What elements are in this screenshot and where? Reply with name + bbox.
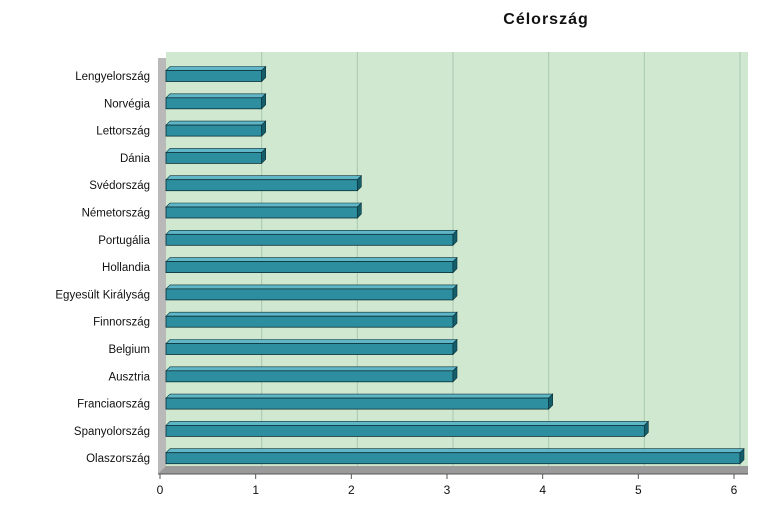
bar-front-face [165,179,358,192]
x-axis-ticks: 0 1 2 3 4 5 6 [157,474,738,497]
category-label: Olaszország [86,453,150,465]
bar-top-face [165,339,458,344]
category-label: Egyesült Királyság [55,289,150,301]
category-label: Dánia [120,153,151,165]
bar-top-face [165,66,267,71]
category-label: Spanyolország [74,426,150,438]
bar-top-face [165,448,745,454]
bar-top-face [165,284,458,290]
bar [165,174,363,192]
x-tick-label: 3 [444,483,451,497]
bar-side-face [261,147,266,165]
bar-front-face [165,206,358,219]
bar [165,447,745,465]
bar-front-face [165,397,550,410]
bar-side-face [452,284,458,301]
bar-top-face [165,257,458,262]
bar-top-face [165,421,650,426]
x-tick-label: 5 [635,483,642,497]
category-label: Portugália [98,235,150,247]
category-label: Hollandia [102,262,151,274]
bar-side-face [452,366,458,383]
bar [165,256,458,274]
x-tick-label: 0 [157,483,164,497]
bar-side-face [261,65,266,83]
bar [165,229,458,247]
bar-front-face [165,370,454,383]
bar [165,311,458,328]
bar [165,366,458,383]
bar-top-face [165,175,363,180]
bar-side-face [452,338,458,356]
bar-side-face [452,229,458,247]
category-label: Svédország [89,180,150,192]
category-label: Ausztria [108,371,150,383]
bar-top-face [165,366,458,372]
bar-top-face [165,93,267,99]
bar [165,93,267,110]
bar-top-face [165,120,267,126]
bar [165,284,458,301]
bar-side-face [357,174,362,192]
bar [165,393,554,410]
bar-front-face [165,151,263,164]
bar-side-face [548,393,553,410]
bars [165,65,745,465]
bar-side-face [739,447,745,465]
bar-front-face [165,124,263,137]
bar-top-face [165,230,458,235]
category-label: Franciaország [77,399,150,411]
bar-front-face [165,343,454,355]
bar-side-face [261,120,266,137]
bar-top-face [165,393,554,399]
x-tick-label: 2 [348,483,355,497]
bar-front-face [165,424,645,437]
bar-front-face [165,315,454,328]
bar-side-face [644,420,649,438]
category-label: Norvégia [104,98,151,110]
x-tick-label: 6 [731,483,738,497]
bar-front-face [165,261,454,274]
bar-front-face [165,70,263,82]
bar-side-face [357,202,362,219]
bar [165,420,650,438]
category-label: Finnország [93,317,150,329]
bar-top-face [165,311,458,317]
bar-front-face [165,288,454,301]
bar [165,338,458,356]
bar [165,202,363,219]
x-tick-label: 1 [252,483,259,497]
bar-front-face [165,233,454,246]
x-tick-label: 4 [539,483,546,497]
chart-title: Célország [503,11,588,28]
plot-floor [158,466,748,474]
bar [165,147,267,165]
bar-front-face [165,97,263,110]
category-label: Németország [82,208,150,220]
category-label: Lengyelország [75,71,150,83]
bar-top-face [165,148,267,153]
bar-side-face [261,93,266,110]
bar [165,65,267,83]
category-label: Lettország [96,126,150,138]
bar-side-face [452,256,458,274]
bar-front-face [165,452,741,465]
bar-side-face [452,311,458,328]
bar [165,120,267,137]
category-label: Belgium [108,344,150,356]
category-labels: Lengyelország Norvégia Lettország Dánia Svéd… [55,71,150,465]
bar-top-face [165,202,363,208]
